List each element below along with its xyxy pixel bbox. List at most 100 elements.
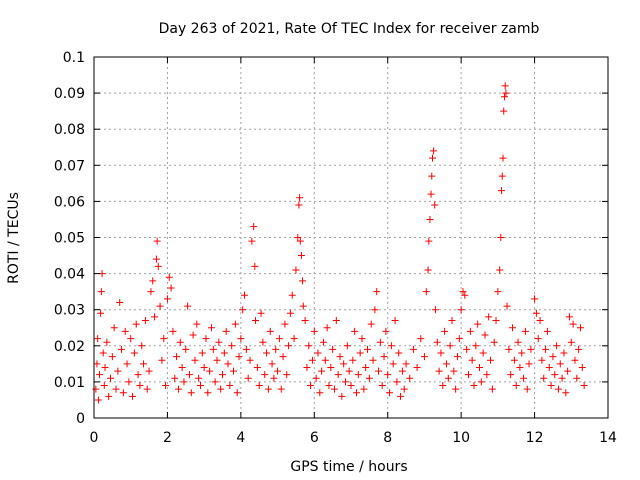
data-points [92, 82, 588, 404]
data-point [424, 266, 432, 274]
x-tick-label: 14 [599, 430, 617, 446]
data-point [540, 374, 548, 382]
data-point [263, 349, 271, 357]
data-point [498, 187, 506, 195]
data-point [578, 363, 586, 371]
data-point [288, 291, 296, 299]
data-point [94, 396, 102, 404]
data-point [233, 389, 241, 397]
x-axis-title: GPS time / hours [290, 459, 407, 475]
data-point [464, 371, 472, 379]
x-tick-label: 6 [310, 430, 319, 446]
data-point [483, 371, 491, 379]
data-point [253, 363, 261, 371]
data-point [562, 389, 570, 397]
data-point [97, 288, 105, 296]
data-point [441, 327, 449, 335]
data-point [362, 363, 370, 371]
data-point [209, 345, 217, 353]
y-tick-label: 0.08 [54, 122, 85, 138]
data-point [93, 360, 101, 368]
data-point [479, 349, 487, 357]
data-point [569, 320, 577, 328]
data-point [241, 291, 249, 299]
data-point [575, 345, 583, 353]
data-point [501, 82, 509, 90]
data-point [207, 324, 215, 332]
data-point [230, 367, 238, 375]
data-point [336, 353, 344, 361]
data-point [382, 327, 390, 335]
data-point [178, 363, 186, 371]
data-point [211, 378, 219, 386]
data-point [281, 320, 289, 328]
data-point [140, 360, 148, 368]
data-point [123, 360, 131, 368]
data-point [371, 306, 379, 314]
data-point [338, 392, 346, 400]
data-point [187, 389, 195, 397]
data-point [507, 371, 515, 379]
data-point [510, 356, 518, 364]
data-point [224, 360, 232, 368]
data-point [314, 349, 322, 357]
data-point [488, 385, 496, 393]
data-point [420, 353, 428, 361]
data-point [375, 367, 383, 375]
data-point [151, 313, 159, 321]
data-point [512, 382, 520, 390]
data-point [295, 201, 303, 209]
data-point [373, 288, 381, 296]
y-tick-label: 0.1 [63, 50, 85, 66]
data-point [153, 237, 161, 245]
data-point [307, 382, 315, 390]
data-point [450, 367, 458, 375]
data-point [558, 374, 566, 382]
data-point [437, 349, 445, 357]
data-point [116, 298, 124, 306]
data-point [490, 338, 498, 346]
data-point [195, 374, 203, 382]
data-point [446, 342, 454, 350]
data-point [119, 389, 127, 397]
data-point [409, 345, 417, 353]
x-tick-label: 10 [452, 430, 470, 446]
data-point [543, 327, 551, 335]
data-point [472, 342, 480, 350]
data-point [112, 385, 120, 393]
data-point [283, 371, 291, 379]
data-point [290, 335, 298, 343]
data-point [425, 237, 433, 245]
data-point [387, 342, 395, 350]
data-point [369, 356, 377, 364]
data-point [297, 252, 305, 260]
data-point [429, 154, 437, 162]
data-point [180, 378, 188, 386]
data-point [169, 327, 177, 335]
data-point [219, 371, 226, 379]
data-point [500, 93, 508, 101]
y-tick-label: 0.06 [54, 194, 85, 210]
data-point [301, 317, 309, 325]
data-point [285, 342, 293, 350]
data-point [200, 363, 208, 371]
data-point [251, 262, 259, 270]
data-point [397, 392, 405, 400]
data-point [553, 342, 561, 350]
data-point [358, 335, 366, 343]
data-point [391, 317, 399, 325]
data-point [455, 335, 463, 343]
data-point [452, 385, 460, 393]
data-point [551, 371, 559, 379]
data-point [156, 302, 164, 310]
data-point [147, 288, 155, 296]
data-point [487, 356, 495, 364]
data-point [97, 309, 105, 317]
data-point [386, 389, 394, 397]
data-point [250, 223, 258, 231]
data-point [542, 345, 550, 353]
data-point [360, 385, 368, 393]
data-point [134, 371, 142, 379]
data-point [105, 392, 113, 400]
